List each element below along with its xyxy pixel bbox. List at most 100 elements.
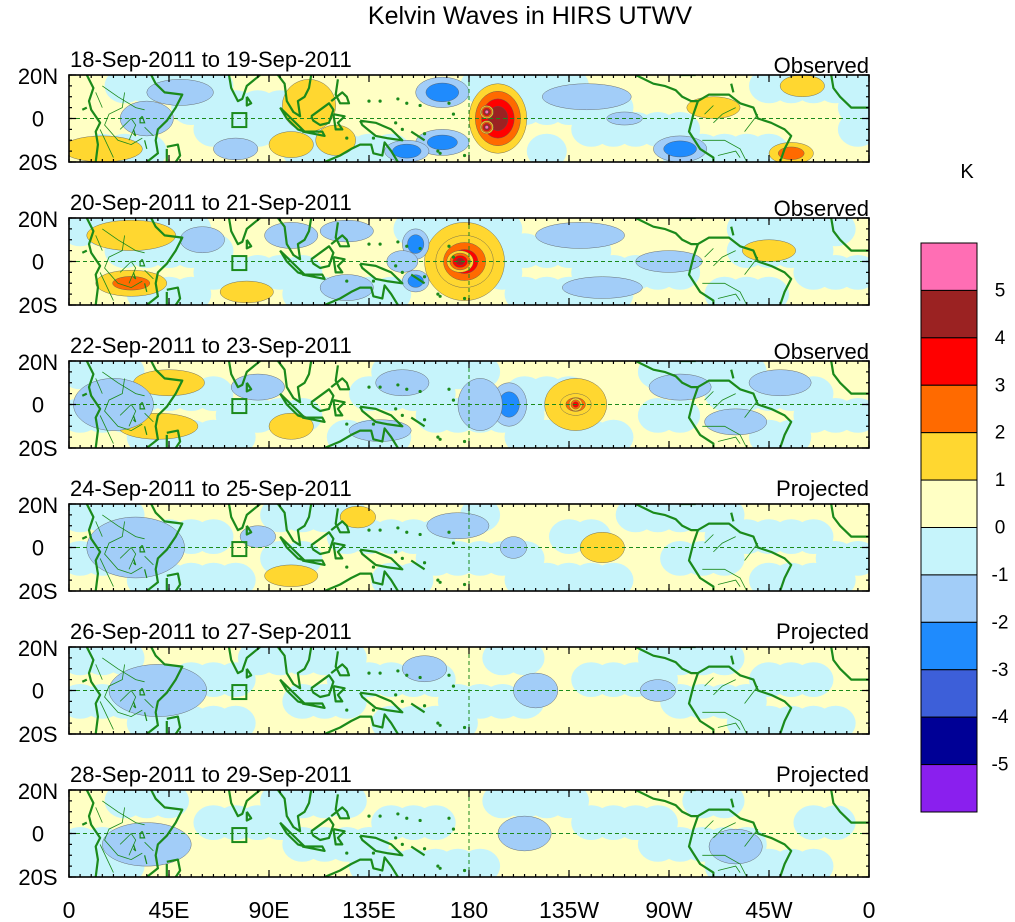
y-tick-label: 20S bbox=[18, 436, 57, 461]
reference-box bbox=[231, 112, 248, 129]
panel-type-label: Observed bbox=[774, 53, 869, 78]
x-tick-label: 90W bbox=[645, 897, 693, 922]
contour-band bbox=[108, 664, 207, 717]
island bbox=[422, 561, 427, 565]
country-border bbox=[713, 536, 736, 553]
country-border bbox=[713, 679, 736, 696]
coastline bbox=[324, 570, 399, 591]
background-cell bbox=[837, 111, 869, 147]
contour-band bbox=[319, 274, 374, 301]
contour-band bbox=[268, 413, 314, 440]
coastline bbox=[81, 106, 88, 111]
island bbox=[451, 684, 456, 688]
country-border bbox=[119, 689, 137, 713]
reference-box bbox=[231, 255, 248, 272]
island bbox=[405, 673, 409, 677]
island bbox=[394, 407, 398, 411]
coastline bbox=[277, 361, 313, 404]
colorbar-swatch bbox=[920, 669, 978, 718]
coastline bbox=[310, 102, 335, 127]
x-tick-label: 0 bbox=[63, 897, 76, 922]
coastline bbox=[85, 647, 102, 734]
contour-band bbox=[264, 564, 319, 587]
contour-band bbox=[535, 222, 625, 249]
island bbox=[462, 868, 467, 873]
contour-band bbox=[146, 79, 214, 106]
lake-shore bbox=[132, 129, 137, 137]
country-border bbox=[104, 235, 143, 289]
contour-band bbox=[112, 276, 151, 291]
colorbar-unit: K bbox=[960, 161, 974, 183]
coastlines bbox=[81, 361, 869, 448]
coastline bbox=[324, 856, 399, 877]
island bbox=[438, 580, 442, 584]
island bbox=[367, 671, 371, 675]
island bbox=[422, 275, 427, 279]
island bbox=[345, 136, 349, 140]
coastline bbox=[85, 504, 102, 591]
country-border bbox=[713, 393, 736, 410]
island bbox=[462, 153, 467, 158]
colorbar-swatch bbox=[920, 384, 978, 434]
island bbox=[436, 578, 440, 582]
country-border bbox=[119, 832, 137, 856]
coastline bbox=[330, 508, 351, 534]
coastline bbox=[310, 674, 335, 699]
island bbox=[396, 97, 400, 101]
negative-anomaly bbox=[535, 222, 625, 249]
contour-band bbox=[213, 137, 259, 161]
y-tick-label: 20S bbox=[18, 579, 57, 604]
island bbox=[400, 842, 404, 846]
island bbox=[378, 242, 382, 246]
negative-anomaly bbox=[648, 373, 712, 401]
coastline bbox=[330, 794, 351, 820]
country-border bbox=[99, 558, 114, 587]
country-border bbox=[104, 378, 143, 432]
island bbox=[400, 270, 404, 274]
coastline bbox=[227, 647, 261, 675]
coastline bbox=[81, 249, 88, 254]
positive-anomaly bbox=[219, 280, 274, 304]
background-cell bbox=[504, 647, 545, 676]
island bbox=[438, 437, 442, 441]
coastline bbox=[146, 75, 184, 162]
negative-anomaly bbox=[653, 135, 707, 162]
contour-band bbox=[264, 222, 319, 249]
coastline bbox=[830, 790, 869, 824]
background-cell bbox=[460, 848, 501, 877]
island bbox=[405, 101, 409, 105]
country-border bbox=[717, 150, 741, 158]
country-border bbox=[717, 293, 741, 301]
island bbox=[394, 836, 398, 840]
coastline bbox=[410, 845, 426, 857]
coastline bbox=[332, 828, 346, 846]
background-cell bbox=[704, 790, 745, 819]
country-border bbox=[704, 391, 714, 401]
colorbar-swatch bbox=[920, 764, 978, 813]
panel-ticks bbox=[68, 217, 870, 306]
contour-band bbox=[648, 373, 712, 401]
coastline bbox=[302, 273, 326, 280]
coastline bbox=[332, 542, 346, 560]
country-border bbox=[702, 282, 748, 305]
lake-shore bbox=[132, 701, 137, 709]
country-border bbox=[102, 228, 145, 254]
country-border bbox=[717, 722, 741, 730]
island bbox=[438, 151, 442, 155]
coastline bbox=[302, 130, 326, 137]
country-border bbox=[704, 820, 714, 830]
panel-ticks bbox=[68, 74, 870, 163]
coastline bbox=[359, 262, 404, 285]
country-border bbox=[104, 664, 143, 718]
island bbox=[345, 851, 349, 855]
lake-shore bbox=[139, 830, 146, 839]
negative-anomaly bbox=[542, 83, 632, 110]
colorbar: 5 4 3 2 1 0 -1 -2 -3 -4 -5 K bbox=[920, 161, 1009, 813]
panel-date-range: 26-Sep-2011 to 27-Sep-2011 bbox=[70, 619, 352, 644]
colorbar-swatch bbox=[920, 621, 978, 671]
background-cell bbox=[526, 133, 567, 162]
panel-ticks bbox=[68, 360, 870, 449]
contour-band bbox=[427, 134, 458, 151]
country-border bbox=[713, 822, 736, 839]
contour-band bbox=[407, 234, 425, 254]
